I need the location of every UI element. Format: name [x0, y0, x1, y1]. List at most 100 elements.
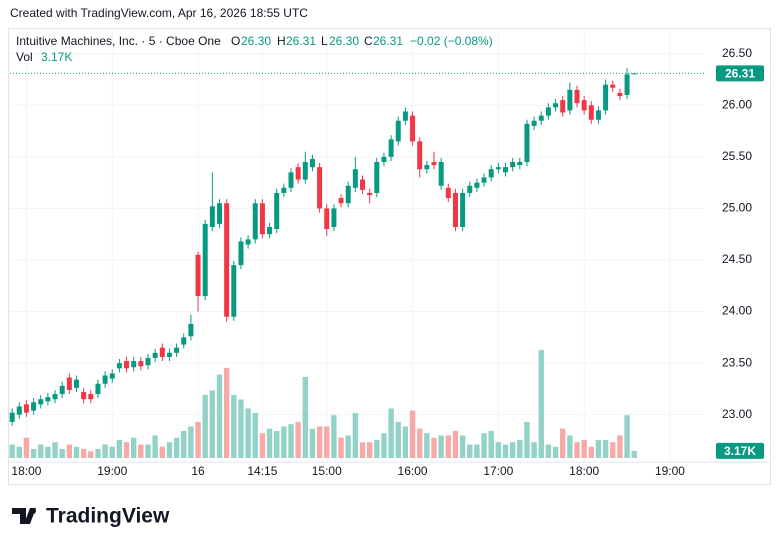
- volume-bar: [109, 446, 115, 458]
- x-tick-label: 19:00: [97, 464, 127, 478]
- close-value: 26.31: [373, 34, 403, 48]
- volume-bar: [324, 426, 330, 458]
- candle-body: [231, 265, 237, 317]
- volume-bar: [252, 412, 258, 458]
- candle-body: [181, 337, 187, 345]
- x-tick-label: 18:00: [569, 464, 599, 478]
- volume-bar: [574, 442, 580, 458]
- candle-body: [338, 198, 344, 204]
- candle-body: [545, 107, 551, 116]
- volume-bar: [538, 349, 544, 458]
- volume-bar: [488, 430, 494, 458]
- candle-body: [66, 377, 72, 390]
- candle-body: [124, 361, 130, 369]
- candle-body: [45, 397, 51, 402]
- high-value: 26.31: [286, 34, 316, 48]
- volume-bar: [73, 446, 80, 458]
- volume-bar: [316, 426, 323, 458]
- volume-bar: [531, 442, 537, 458]
- brand-name: TradingView: [46, 505, 170, 528]
- candle-body: [381, 156, 387, 163]
- volume-bar: [59, 448, 65, 458]
- volume-bar: [474, 444, 480, 458]
- volume-bar: [331, 415, 337, 458]
- volume-bar: [130, 437, 137, 458]
- last-price-label: 26.31: [725, 66, 755, 80]
- chart-frame: [8, 28, 771, 485]
- x-tick-label: 19:00: [655, 464, 685, 478]
- candle-body: [131, 361, 137, 368]
- candle-body: [195, 254, 201, 297]
- close-label: C: [364, 34, 373, 48]
- candle-body: [560, 100, 566, 113]
- candle-body: [410, 115, 416, 142]
- volume-bar: [438, 435, 444, 458]
- volume-bar: [223, 367, 230, 458]
- candle-body: [145, 357, 151, 366]
- volume-bar: [624, 415, 630, 458]
- x-tick-label: 17:00: [483, 464, 513, 478]
- volume-bar: [80, 448, 87, 458]
- candle-body: [95, 383, 101, 395]
- candle-body: [603, 84, 609, 111]
- open-label: O: [231, 34, 240, 48]
- volume-bar: [281, 426, 287, 458]
- volume-bar: [231, 394, 237, 458]
- volume-bar: [409, 410, 416, 458]
- candle-body: [345, 185, 351, 204]
- candle-body: [395, 120, 401, 142]
- candle-body: [317, 167, 323, 209]
- y-tick-label: 24.00: [722, 304, 752, 318]
- y-tick-label: 24.50: [722, 252, 752, 266]
- candle-body: [588, 105, 594, 120]
- x-tick-label: 16: [191, 464, 205, 478]
- volume-bar: [631, 450, 637, 458]
- x-tick-label: 18:00: [11, 464, 41, 478]
- y-tick-label: 25.50: [722, 149, 752, 163]
- candle-body: [224, 203, 230, 317]
- volume-bar: [374, 439, 380, 458]
- volume-bar: [381, 433, 387, 458]
- candle-body: [166, 352, 172, 357]
- candle-body: [116, 363, 122, 369]
- volume-bar: [216, 374, 223, 458]
- candle-body: [460, 192, 466, 227]
- change-value: −0.02 (−0.08%): [410, 34, 493, 48]
- candle-body: [610, 84, 616, 88]
- last-volume-box: [716, 442, 764, 459]
- candle-body: [109, 373, 115, 379]
- candle-body: [31, 402, 37, 411]
- volume-bar: [502, 444, 509, 458]
- candle-body: [295, 167, 301, 180]
- candle-body: [567, 89, 573, 111]
- volume-bar: [123, 442, 130, 458]
- volume-bar: [302, 376, 309, 458]
- volume-bar: [238, 399, 244, 458]
- volume-bar: [309, 428, 316, 458]
- candle-body: [624, 74, 630, 95]
- volume-bar: [352, 412, 359, 458]
- volume-bar: [145, 444, 151, 458]
- candle-body: [217, 203, 223, 224]
- candle-body: [438, 162, 444, 186]
- volume-bar: [30, 448, 37, 458]
- volume-bar: [188, 426, 194, 458]
- volume-bar: [209, 390, 216, 458]
- volume-bar: [102, 444, 108, 458]
- volume-bar: [173, 437, 180, 458]
- candle-body: [360, 179, 366, 190]
- volume-bar: [545, 444, 552, 458]
- candle-body: [424, 165, 430, 170]
- candle-body: [138, 361, 144, 367]
- candle-body: [617, 92, 623, 97]
- volume-bar: [181, 430, 187, 458]
- volume-bar: [338, 437, 344, 458]
- symbol-title: Intuitive Machines, Inc. · 5 · Cboe One: [16, 34, 221, 48]
- volume-bar: [567, 435, 573, 458]
- volume-bar: [45, 446, 51, 458]
- candle-body: [402, 111, 408, 121]
- candle-body: [152, 352, 158, 358]
- candle-body: [267, 226, 273, 235]
- candle-body: [595, 110, 601, 120]
- volume-bar: [581, 439, 587, 458]
